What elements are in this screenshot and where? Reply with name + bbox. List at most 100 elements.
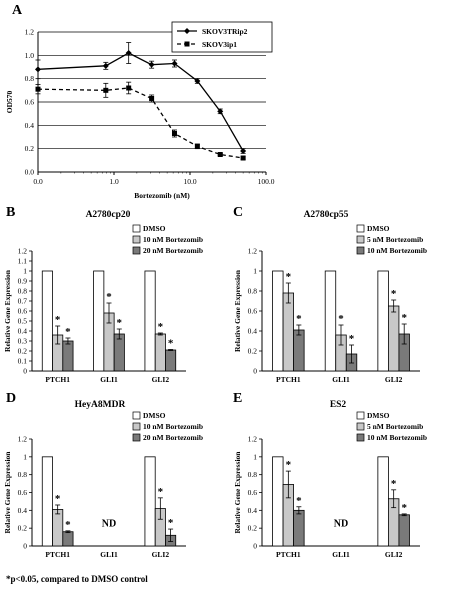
y-tick-label: 0.8 [25,74,35,83]
legend-label: 10 nM Bortezomib [367,433,427,442]
data-point [194,78,201,84]
bar-dmso [324,270,337,372]
y-tick-label: 0.4 [25,121,35,130]
y-tick-label: 0.9 [18,277,28,286]
significance-asterisk: * [65,519,71,531]
y-tick-label: 0.6 [18,307,28,316]
bar-10-nm-bortezomib [52,509,64,547]
x-tick-label: PTCH1 [45,550,70,559]
y-tick-label: 0.3 [18,337,28,346]
bar-dmso [41,270,53,372]
significance-asterisk: * [117,317,123,329]
y-tick-label: 0.4 [18,506,28,515]
bar-20-nm-bortezomib [165,349,177,372]
y-tick-label: 1.1 [18,257,28,266]
x-tick-label: GLI2 [152,375,170,384]
nd-label: ND [334,518,348,529]
data-point [125,50,132,56]
bar-20-nm-bortezomib [113,333,125,372]
bar-20-nm-bortezomib [62,531,74,547]
x-tick-label: PTCH1 [276,550,301,559]
x-tick-label: 10.0 [183,177,196,186]
x-axis-label: Bortezomib (nM) [134,191,190,200]
y-tick-label: 1.2 [248,247,258,256]
chart-title: A2780cp20 [86,210,131,220]
x-tick-label: GLI1 [100,550,118,559]
bar-10-nm-bortezomib [293,509,305,547]
y-tick-label: 1 [253,452,257,461]
chart-title: ES2 [330,400,347,410]
significance-asterisk: * [158,321,164,333]
significance-asterisk: * [55,314,61,326]
y-tick-label: 1.2 [248,435,258,444]
y-tick-label: 0.4 [248,327,258,336]
data-point [240,148,247,154]
y-tick-label: 1.2 [25,28,35,37]
legend-swatch [132,422,141,431]
legend-swatch [356,433,365,442]
legend-label: 20 nM Bortezomib [143,246,203,255]
bar-dmso [377,456,389,547]
legend-swatch [132,246,141,255]
y-tick-label: 0.4 [248,506,258,515]
panel-letter: B [6,205,15,220]
data-point [103,87,109,93]
y-tick-label: 1 [253,267,257,276]
data-point [102,62,109,69]
legend-label: DMSO [367,224,390,233]
significance-asterisk: * [296,495,302,507]
chart-title: HeyA8MDR [75,400,126,410]
x-tick-label: GLI2 [385,550,403,559]
legend-swatch [132,433,141,442]
bar-dmso [144,270,156,372]
y-tick-label: 0 [23,367,27,376]
bar-10-nm-bortezomib [398,514,410,547]
legend-swatch [356,224,365,233]
data-point [35,86,41,92]
nd-label: ND [102,518,116,529]
legend-label: DMSO [143,411,166,420]
x-tick-label: PTCH1 [45,375,70,384]
y-axis-label: Relative Gene Expression [3,451,12,534]
legend-swatch [356,422,365,431]
significance-asterisk: * [391,288,397,300]
legend-label: SKOV3TRip2 [202,27,248,36]
legend-label: DMSO [367,411,390,420]
bar-5-nm-bortezomib [387,305,400,372]
panel-letter: E [233,391,242,406]
data-point [217,108,224,115]
y-tick-label: 0.8 [18,287,28,296]
legend-swatch [132,411,141,420]
legend-marker [184,41,190,47]
bar-dmso [272,456,284,547]
x-tick-label: 0.0 [33,177,43,186]
significance-asterisk: * [391,478,397,490]
legend-swatch [132,235,141,244]
x-tick-label: GLI1 [332,550,350,559]
data-point [217,152,223,157]
y-tick-label: 0.6 [248,488,258,497]
legend-marker [184,28,190,34]
legend-label: SKOV3ip1 [202,40,237,49]
footnote: *p<0.05, compared to DMSO control [6,574,148,584]
y-tick-label: 1 [23,452,27,461]
y-tick-label: 0.0 [25,168,35,177]
x-tick-label: GLI2 [385,375,403,384]
legend-swatch [356,411,365,420]
y-tick-label: 0.2 [248,524,258,533]
significance-asterisk: * [168,517,174,529]
bar-10-nm-bortezomib [293,329,305,372]
legend-label: 5 nM Bortezomib [367,422,423,431]
data-point [149,96,155,101]
bar-dmso [144,456,156,547]
y-tick-label: 0 [253,367,257,376]
y-tick-label: 0.2 [18,524,28,533]
y-axis-label: OD570 [5,91,14,114]
panel-letter: C [233,205,243,220]
x-tick-label: GLI1 [100,375,118,384]
legend-swatch [356,246,365,255]
significance-asterisk: * [401,312,407,324]
significance-asterisk: * [55,493,61,505]
x-tick-label: PTCH1 [276,375,301,384]
